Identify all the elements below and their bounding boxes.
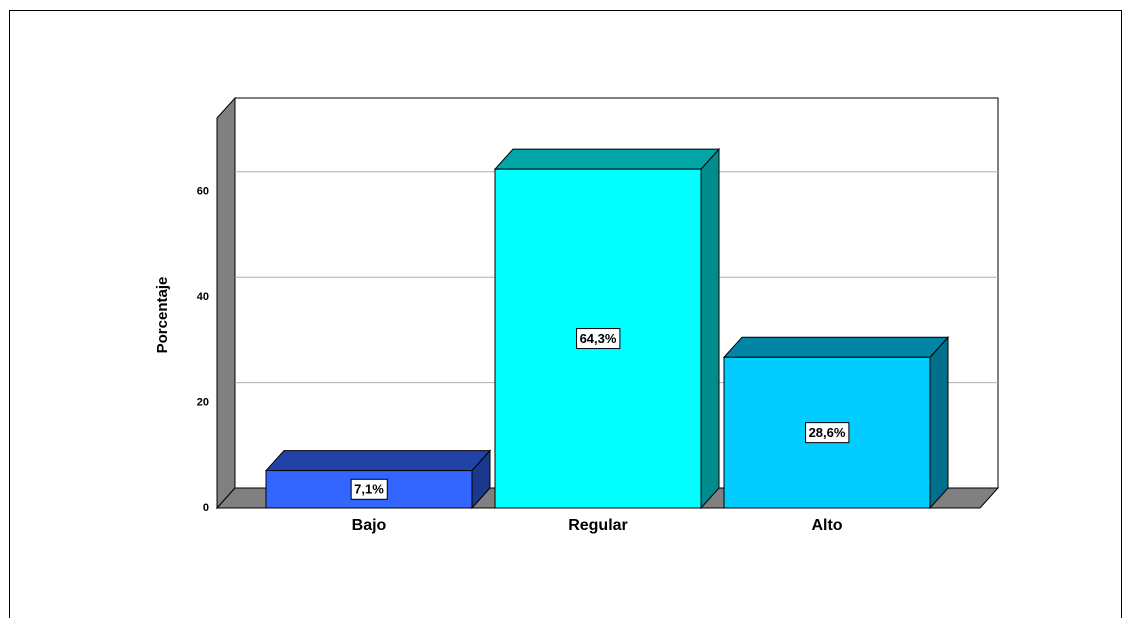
y-tick-label: 40 — [197, 291, 209, 303]
data-label-box — [576, 328, 621, 350]
data-label: 64,3% — [580, 331, 617, 346]
y-tick-label: 60 — [197, 186, 209, 198]
x-tick-label: Bajo — [352, 517, 387, 534]
bar-side — [700, 147, 720, 510]
bar-top — [264, 450, 492, 472]
bar-top — [722, 336, 950, 358]
x-tick-label: Alto — [811, 517, 842, 534]
y-tick-label: 0 — [203, 502, 209, 514]
data-label-box — [805, 422, 850, 444]
bar-side — [929, 335, 949, 510]
data-label-box — [350, 478, 388, 500]
left-wall — [216, 96, 236, 510]
x-tick-label: Regular — [568, 517, 628, 534]
bar-top — [493, 148, 721, 170]
frame — [9, 10, 1122, 618]
y-axis-label: Porcentaje — [154, 277, 171, 354]
data-label: 28,6% — [809, 425, 846, 440]
y-tick-label: 20 — [197, 397, 209, 409]
data-label: 7,1% — [354, 482, 384, 497]
